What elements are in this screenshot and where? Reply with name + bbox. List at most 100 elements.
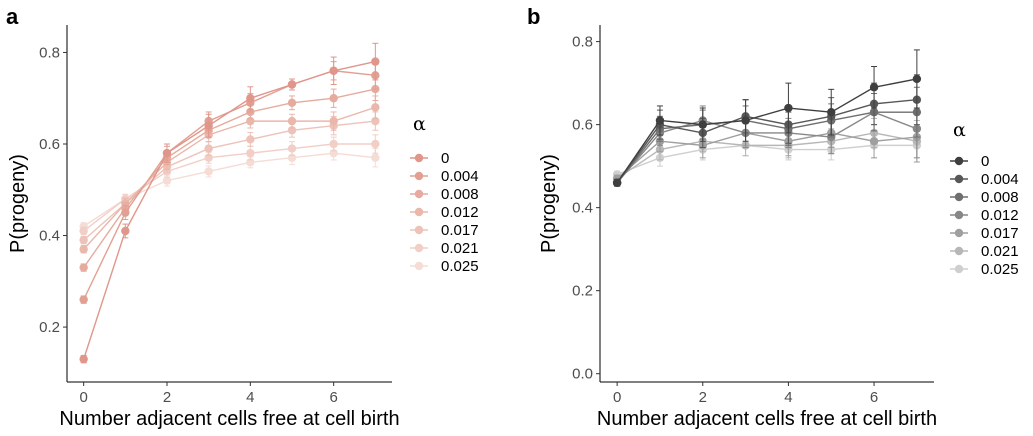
data-point [246,94,255,103]
legend-label: 0.021 [981,243,1019,260]
legend-label: 0.012 [981,207,1019,224]
legend-item: 0 [950,153,989,170]
data-point [79,226,88,236]
y-tick-label: 0.2 [39,319,60,336]
legend-key-point [414,225,424,235]
legend-label: 0.025 [981,261,1019,278]
legend-key-point [954,246,964,256]
legend-key-point [954,210,964,220]
data-point [204,144,213,153]
x-tick-label: 6 [329,389,337,406]
legend-label: 0.004 [441,168,479,185]
legend-item: 0.025 [950,261,1019,278]
series-line [616,111,918,184]
legend-item: 0.012 [410,204,479,221]
y-tick-label: 0.8 [572,34,593,51]
data-point [79,245,88,254]
legend-item: 0 [410,150,449,167]
legend-key-point [954,192,964,202]
series-line [616,111,917,184]
series-line [616,132,917,180]
legend-key-point [414,153,424,163]
x-tick-label: 2 [699,389,707,406]
legend-item: 0.012 [950,207,1019,224]
legend-key-point [954,228,964,238]
series-line [83,106,376,250]
data-point [869,83,879,92]
data-point [204,121,213,130]
data-point [79,263,88,272]
legend-item: 0.017 [950,225,1019,242]
data-point [79,354,88,364]
legend-label: 0.017 [981,225,1019,242]
data-point [655,116,665,125]
legend-label: 0.008 [981,189,1019,206]
y-axis-title: P(progeny) [538,154,560,253]
series-0 [612,49,922,187]
legend-item: 0.008 [410,186,479,203]
data-point [869,137,879,146]
series-line [83,143,376,232]
y-tick-label: 0.0 [572,366,593,383]
x-tick-label: 0 [79,389,87,406]
series-0.025 [79,145,380,231]
data-point [329,66,338,75]
data-point [287,116,297,126]
series-line [616,99,917,184]
y-tick-label: 0.2 [572,283,593,300]
legend-key-point [414,261,424,271]
series-line [83,120,376,241]
data-point [162,148,172,158]
series-line [616,132,918,180]
x-tick-label: 4 [784,389,792,406]
data-point [612,178,622,187]
data-point [287,80,297,89]
data-point [329,116,338,126]
y-tick-label: 0.6 [572,117,593,134]
data-point [371,139,380,149]
y-tick-label: 0.8 [39,44,60,61]
x-tick-label: 2 [163,389,171,406]
panel-letter: a [6,4,19,29]
y-axis-title: P(progeny) [7,154,29,253]
legend-label: 0.004 [981,171,1019,188]
x-axis-title: Number adjacent cells free at cell birth [59,408,399,430]
panel-b: b 0.0 0.2 0.4 0.6 0.8 0 2 4 6 Number adjacent cell… [527,4,1019,430]
x-tick-label: 0 [613,389,621,406]
legend-item: 0.017 [410,222,479,239]
series-0.008 [79,77,380,272]
legend-label: 0.017 [441,222,479,239]
data-point [912,74,922,84]
data-point [79,295,88,304]
legend-key-point [954,156,964,166]
y-tick-label: 0.4 [39,228,60,245]
data-point [287,98,297,108]
legend-key-point [414,243,424,253]
series-line [83,70,376,300]
legend-key-point [954,174,964,184]
legend-label: 0.025 [441,258,479,275]
legend-item: 0.008 [950,189,1019,206]
legend-item: 0.025 [410,258,479,275]
data-point [162,176,172,185]
x-tick-label: 4 [246,389,254,406]
panel-a: a 0.2 0.4 0.6 0.8 0 2 4 6 Number adjacent cells f… [6,4,479,430]
series-0 [79,42,380,364]
legend-label: 0 [981,153,989,170]
legend-key-point [414,171,424,181]
legend-item: 0.004 [950,171,1019,188]
data-point [827,107,836,117]
legend-item: 0.021 [410,240,479,257]
legend-key-point [414,207,424,217]
x-tick-label: 6 [870,389,878,406]
series-line [616,78,918,184]
data-point [329,94,338,103]
legend-key-point [414,189,424,199]
data-point [329,139,338,149]
legend-label: 0 [441,150,449,167]
legend-item: 0.021 [950,243,1019,260]
